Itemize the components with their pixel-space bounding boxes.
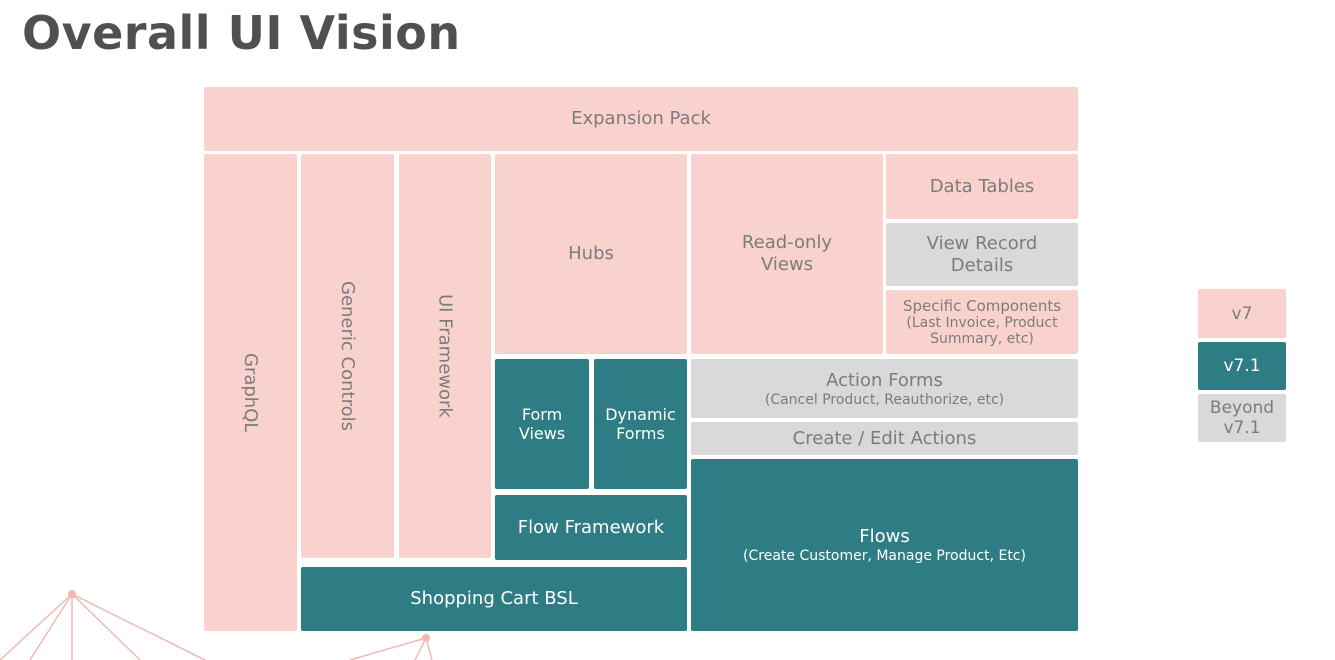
specific-components-line2: (Last Invoice, Product	[906, 314, 1058, 331]
data-tables-label: Data Tables	[929, 175, 1035, 197]
form-views-block: Form Views	[495, 359, 589, 489]
legend-v7: v7	[1198, 289, 1286, 338]
flow-framework-block: Flow Framework	[495, 495, 687, 560]
specific-components-line1: Specific Components	[902, 296, 1062, 315]
graphql-block: GraphQL	[204, 154, 297, 631]
read-only-views-line1: Read-only	[741, 232, 833, 253]
legend-v7-1-label: v7.1	[1223, 356, 1261, 376]
flows-subtitle: (Create Customer, Manage Product, Etc)	[743, 548, 1026, 564]
view-record-details-line2: Details	[950, 254, 1014, 276]
view-record-details-line1: View Record	[926, 232, 1038, 254]
shopping-cart-bsl-block: Shopping Cart BSL	[301, 567, 687, 631]
ui-framework-label: UI Framework	[434, 294, 456, 418]
flow-framework-label: Flow Framework	[517, 516, 665, 538]
network-node	[422, 634, 430, 642]
form-views-line2: Views	[518, 424, 566, 443]
action-forms-title: Action Forms	[826, 369, 943, 391]
flows-block: Flows (Create Customer, Manage Product, …	[691, 459, 1078, 631]
specific-components-line3: Summary, etc)	[930, 330, 1034, 347]
generic-controls-label: Generic Controls	[337, 281, 358, 431]
dynamic-forms-line1: Dynamic	[605, 405, 676, 424]
create-edit-actions-label: Create / Edit Actions	[792, 427, 977, 449]
action-forms-block: Action Forms (Cancel Product, Reauthoriz…	[691, 359, 1078, 418]
hubs-label: Hubs	[568, 243, 614, 264]
graphql-label: GraphQL	[240, 352, 261, 433]
dynamic-forms-line2: Forms	[616, 424, 665, 443]
expansion-pack-label: Expansion Pack	[571, 108, 711, 129]
hubs-block: Hubs	[495, 154, 687, 354]
view-record-details-block: View Record Details	[886, 223, 1078, 286]
network-node	[68, 590, 76, 598]
ui-framework-block: UI Framework	[399, 154, 491, 558]
action-forms-subtitle: (Cancel Product, Reauthorize, etc)	[764, 391, 1005, 408]
read-only-views-block: Read-only Views	[691, 154, 883, 354]
flows-title: Flows	[859, 526, 910, 547]
legend-v7-1: v7.1	[1198, 342, 1286, 390]
legend-beyond-v7-1: Beyond v7.1	[1198, 394, 1286, 442]
legend-v7-label: v7	[1231, 303, 1253, 324]
legend-beyond-line2: v7.1	[1223, 418, 1261, 438]
dynamic-forms-block: Dynamic Forms	[594, 359, 687, 489]
form-views-line1: Form	[521, 405, 563, 424]
generic-controls-block: Generic Controls	[301, 154, 394, 558]
expansion-pack-block: Expansion Pack	[204, 87, 1078, 151]
page-title: Overall UI Vision	[22, 6, 461, 60]
specific-components-block: Specific Components (Last Invoice, Produ…	[886, 290, 1078, 354]
create-edit-actions-block: Create / Edit Actions	[691, 422, 1078, 455]
legend-beyond-line1: Beyond	[1209, 398, 1275, 418]
shopping-cart-bsl-label: Shopping Cart BSL	[410, 588, 578, 609]
data-tables-block: Data Tables	[886, 154, 1078, 219]
read-only-views-line2: Views	[760, 254, 814, 275]
